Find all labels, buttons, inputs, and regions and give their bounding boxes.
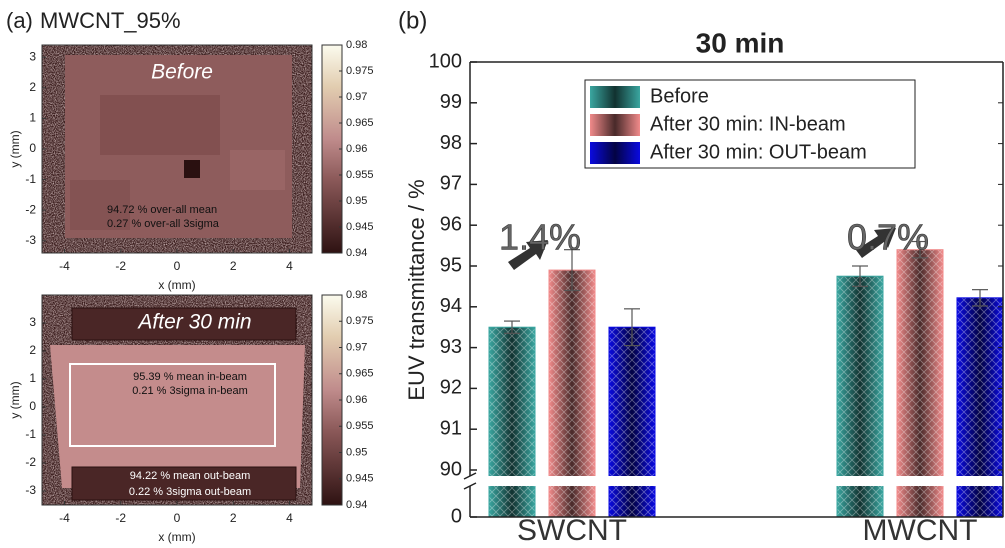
y-tick-label: -3 [25, 483, 36, 497]
y-axis-title: y (mm) [8, 381, 22, 418]
panel-title: MWCNT_95% [40, 8, 181, 33]
y-tick-label: -1 [25, 427, 36, 441]
y-tick-label: 3 [29, 49, 36, 63]
figure: -4 -2 0 2 4 -3 -2 -1 0 1 2 3 x (mm) y (mm) 0.94 0.945 0.… [0, 0, 1005, 548]
legend-swatch-shade [590, 86, 640, 108]
x-axis-title: x (mm) [158, 530, 195, 544]
panel-label: (b) [398, 7, 427, 34]
colorbar-tick-label: 0.97 [346, 91, 367, 103]
y-tick-label: 2 [29, 80, 36, 94]
y-tick-label: 2 [29, 343, 36, 357]
x-axis-title: x (mm) [158, 278, 195, 292]
heatmap-note: 0.27 % over-all 3sigma [107, 218, 220, 230]
colorbar-tick-label: 0.965 [346, 368, 374, 380]
x-tick-label: -4 [59, 511, 70, 525]
colorbar-tick-label: 0.97 [346, 341, 367, 353]
y-axis-title: y (mm) [8, 130, 22, 167]
bar-hatch [489, 327, 535, 517]
colorbar-tick-label: 0.96 [346, 143, 367, 155]
heatmap-annotation: After 30 min [136, 311, 251, 334]
legend-label: After 30 min: OUT-beam [650, 141, 867, 163]
colorbar-tick-label: 0.965 [346, 117, 374, 129]
y-tick-label: 94 [440, 295, 462, 317]
y-tick-label: 91 [440, 417, 462, 439]
x-tick-label: 0 [174, 259, 181, 273]
y-tick-label: 95 [440, 254, 462, 276]
colorbar-tick-label: 0.94 [346, 499, 367, 511]
y-tick-label: 90 [440, 458, 462, 480]
colorbar-tick-label: 0.94 [346, 247, 367, 259]
x-tick-label: -2 [115, 511, 126, 525]
colorbar-tick-label: 0.96 [346, 394, 367, 406]
x-tick-label: 4 [286, 259, 293, 273]
colorbar-tick-label: 0.955 [346, 420, 374, 432]
bar-hatch [609, 327, 655, 517]
heatmap-note: 94.72 % over-all mean [107, 204, 217, 216]
heatmap-spot [184, 160, 200, 178]
y-tick-label: 93 [440, 336, 462, 358]
heatmap-note: 94.22 % mean out-beam [130, 470, 250, 482]
annotation: 0.7% [847, 217, 929, 258]
colorbar-tick-label: 0.975 [346, 315, 374, 327]
annotation: 1.4% [499, 217, 581, 258]
heatmap-note: 95.39 % mean in-beam [133, 371, 247, 383]
y-tick-label: 100 [429, 50, 462, 72]
legend-label: Before [650, 85, 709, 107]
chart-title: 30 min [696, 27, 785, 58]
colorbar-tick-label: 0.945 [346, 221, 374, 233]
y-tick-label: -2 [25, 455, 36, 469]
y-tick-label: 1 [29, 371, 36, 385]
heatmap-region [230, 150, 285, 190]
x-tick-label: 2 [230, 511, 237, 525]
x-tick-label: 2 [230, 259, 237, 273]
panel-label: (a) [6, 8, 33, 33]
colorbar-tick-label: 0.98 [346, 39, 367, 51]
y-tick-label: 96 [440, 213, 462, 235]
heatmap-annotation: Before [151, 61, 213, 84]
legend-label: After 30 min: IN-beam [650, 113, 846, 135]
y-tick-label: 0 [451, 505, 462, 527]
colorbar-tick-label: 0.95 [346, 195, 367, 207]
y-tick-label: 97 [440, 173, 462, 195]
heatmap-note: 0.21 % 3sigma in-beam [132, 385, 248, 397]
x-tick-label: SWCNT [517, 514, 627, 547]
legend-swatch-shade [590, 114, 640, 136]
colorbar-tick-label: 0.95 [346, 446, 367, 458]
y-tick-label: -1 [25, 172, 36, 186]
y-tick-label: 1 [29, 111, 36, 125]
x-tick-label: 0 [174, 511, 181, 525]
y-tick-label: 99 [440, 91, 462, 113]
y-tick-label: 98 [440, 132, 462, 154]
x-tick-label: -2 [115, 259, 126, 273]
colorbar-tick-label: 0.98 [346, 289, 367, 301]
y-tick-label: 3 [29, 315, 36, 329]
colorbar-tick-label: 0.975 [346, 65, 374, 77]
legend-swatch-shade [590, 142, 640, 164]
heatmap-region [100, 95, 220, 155]
colorbar-tick-label: 0.945 [346, 473, 374, 485]
y-tick-label: 92 [440, 377, 462, 399]
y-tick-label: 0 [29, 141, 36, 155]
x-tick-label: MWCNT [863, 514, 978, 547]
y-axis-title: EUV transmittance / % [404, 179, 429, 400]
page: {"chart_data": [ {"type": "heatmap", "pa… [0, 0, 1005, 548]
y-tick-label: -3 [25, 233, 36, 247]
x-tick-label: 4 [286, 511, 293, 525]
y-tick-label: 0 [29, 399, 36, 413]
axis-break [460, 476, 1005, 486]
colorbar-tick-label: 0.955 [346, 169, 374, 181]
x-tick-label: -4 [59, 259, 70, 273]
y-tick-label: -2 [25, 202, 36, 216]
heatmap-note: 0.22 % 3sigma out-beam [129, 486, 251, 498]
